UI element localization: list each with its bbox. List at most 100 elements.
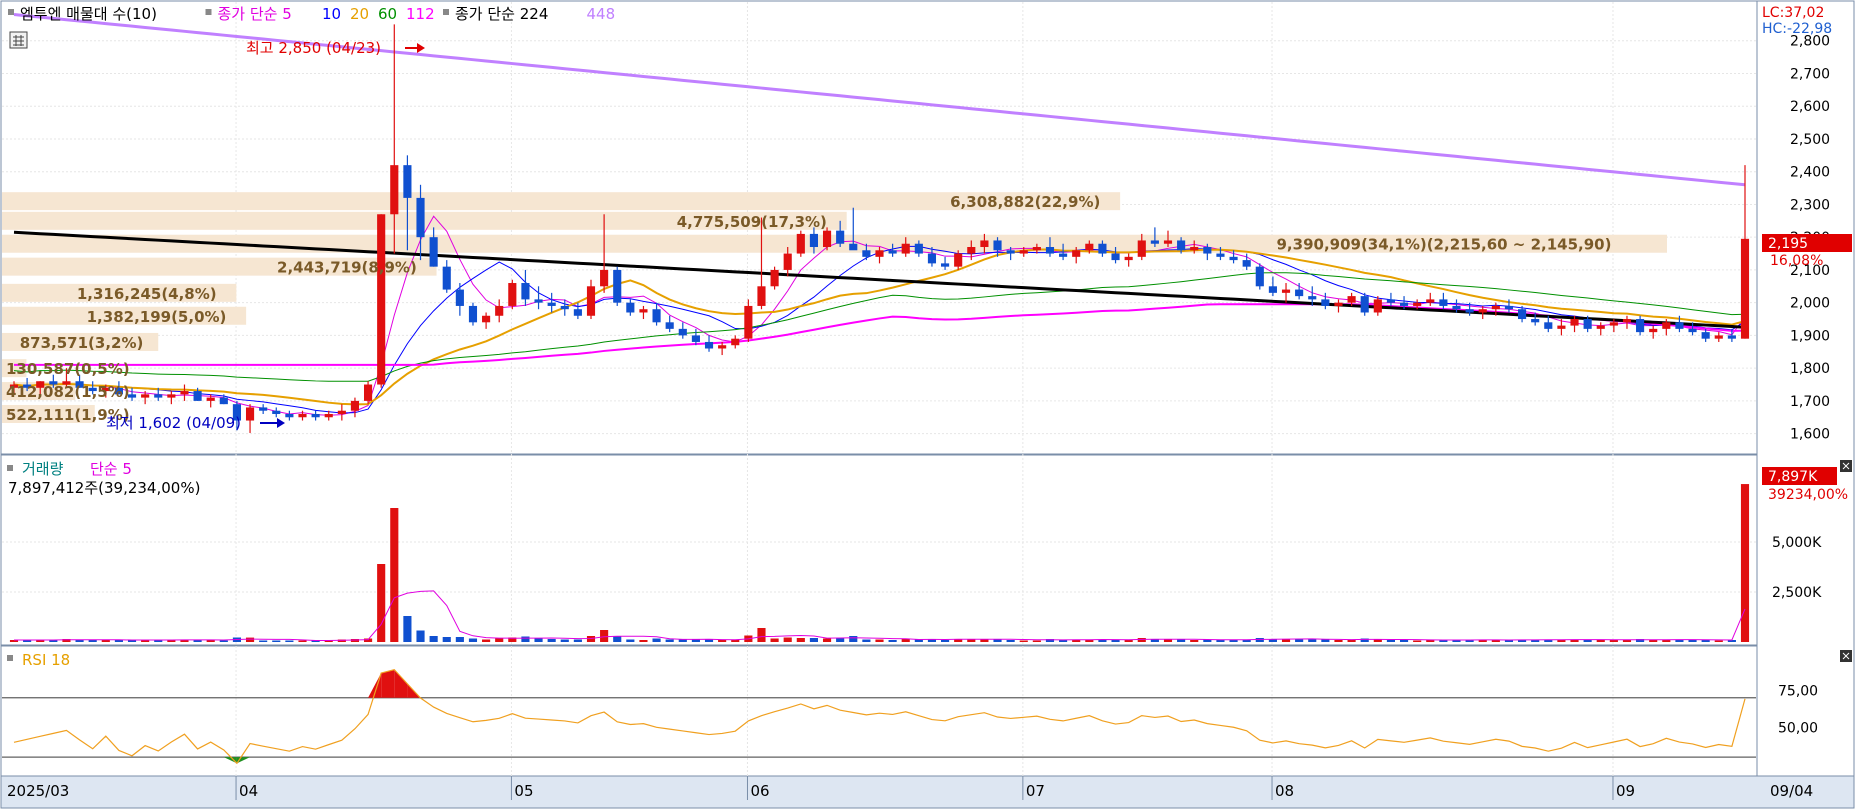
volume-legend-ma5[interactable]: 단순 5: [90, 460, 132, 478]
candle-body: [1426, 299, 1435, 303]
volume-bar: [1701, 640, 1710, 642]
volume-bar: [1740, 484, 1750, 642]
price-axis-bg: [1756, 0, 1855, 777]
legend-item: 60: [378, 5, 397, 23]
volume-bar: [101, 640, 110, 642]
candle-body: [232, 404, 241, 421]
candle-body: [1059, 253, 1068, 257]
volume-bar: [521, 636, 530, 642]
volume-bar: [1150, 639, 1159, 642]
volume-panel[interactable]: [0, 454, 1758, 646]
candle-body: [836, 230, 845, 244]
volume-info: 7,897,412주(39,234,00%): [8, 479, 200, 497]
volume-bar: [114, 640, 123, 642]
legend-marker: [205, 9, 212, 15]
candle-body: [1229, 256, 1238, 261]
candle-body: [167, 394, 176, 398]
candle-body: [1045, 247, 1055, 254]
volume-bar: [154, 640, 163, 642]
volume-bar: [1622, 640, 1632, 642]
grid-toggle-icon[interactable]: [9, 31, 28, 49]
legend-item: 종가 단순 224: [455, 5, 548, 23]
candle-body: [1321, 299, 1330, 306]
volume-bar: [1072, 639, 1081, 642]
legend-item: 20: [350, 5, 369, 23]
volume-profile-bar: [2, 306, 247, 325]
volume-bar: [1334, 640, 1343, 642]
legend-marker: [443, 9, 449, 15]
volume-bar: [482, 639, 491, 642]
high-arrow-icon: [405, 43, 425, 53]
volume-bar: [416, 630, 425, 642]
volume-bar: [495, 638, 504, 642]
candle-body: [1740, 238, 1750, 339]
candlesticks[interactable]: [9, 24, 1750, 433]
candle-body: [416, 197, 425, 238]
candle-body: [75, 381, 84, 388]
volume-bar: [1426, 640, 1435, 642]
volume-bar: [1203, 639, 1212, 642]
volume-bar: [9, 640, 19, 642]
price-legend[interactable]: 엠투엔 매물대 수(10) 종가 단순 5 10 20 60 112 종가 단순 224 44…: [8, 5, 615, 23]
volume-bar: [1268, 639, 1277, 642]
volume-legend-volume[interactable]: 거래량: [22, 460, 64, 478]
price-tick-label: 2,800: [1790, 34, 1830, 50]
volume-bar: [678, 639, 687, 642]
legend-item: 10: [322, 5, 341, 23]
candle-body: [534, 299, 543, 303]
candle-body: [652, 309, 661, 323]
candle-body: [718, 345, 727, 349]
candle-body: [1675, 322, 1684, 329]
volume-bar: [1124, 640, 1133, 642]
ma-line-448: [13, 13, 1746, 187]
candle-body: [350, 400, 360, 411]
candle-body: [1609, 322, 1618, 326]
volume-bar: [219, 640, 228, 642]
volume-bar: [836, 638, 845, 642]
volume-bar: [1085, 640, 1094, 642]
price-tick-label: 2,400: [1790, 165, 1830, 181]
volume-bar: [1399, 640, 1409, 642]
price-tick-label: 1,900: [1790, 328, 1830, 344]
rsi-close-icon[interactable]: [1840, 650, 1852, 662]
candle-body: [822, 230, 832, 248]
volume-profile-label: 6,308,882(22,9%): [950, 193, 1100, 211]
volume-bar: [1452, 640, 1461, 642]
volume-bar: [1059, 639, 1068, 642]
volume-close-icon[interactable]: [1840, 460, 1852, 472]
candle-body: [311, 413, 320, 418]
volume-tick-label: 5,000K: [1772, 535, 1822, 551]
volume-bar: [691, 639, 700, 642]
candle-body: [927, 253, 937, 264]
candle-body: [1714, 335, 1723, 339]
volume-bar: [1308, 639, 1317, 642]
volume-bar: [888, 640, 897, 642]
candle-body: [744, 305, 753, 339]
lc-label: LC:37,02: [1762, 5, 1824, 21]
volume-bar: [901, 639, 910, 642]
volume-profile-bar: [2, 404, 95, 423]
volume-bars[interactable]: [9, 484, 1750, 642]
candle-body: [704, 341, 714, 349]
volume-bar: [652, 638, 661, 642]
volume-bar: [1675, 639, 1684, 642]
candle-body: [49, 381, 58, 385]
volume-bar: [1478, 640, 1487, 642]
candle-body: [573, 309, 582, 316]
volume-bar: [1111, 639, 1120, 642]
candle-body: [390, 165, 399, 215]
volume-bar: [1714, 640, 1723, 642]
volume-bar: [311, 640, 320, 642]
volume-bar: [927, 639, 937, 642]
rsi-line: [2, 668, 1756, 765]
volume-bar: [954, 639, 963, 642]
candle-body: [862, 250, 871, 257]
rsi-panel[interactable]: [0, 645, 1758, 777]
candle-body: [1452, 305, 1461, 310]
volume-bar: [1583, 639, 1592, 642]
volume-bar: [442, 637, 451, 642]
volume-bar: [1137, 638, 1146, 642]
volume-bar: [88, 640, 97, 642]
rsi-legend[interactable]: RSI 18: [22, 651, 70, 669]
